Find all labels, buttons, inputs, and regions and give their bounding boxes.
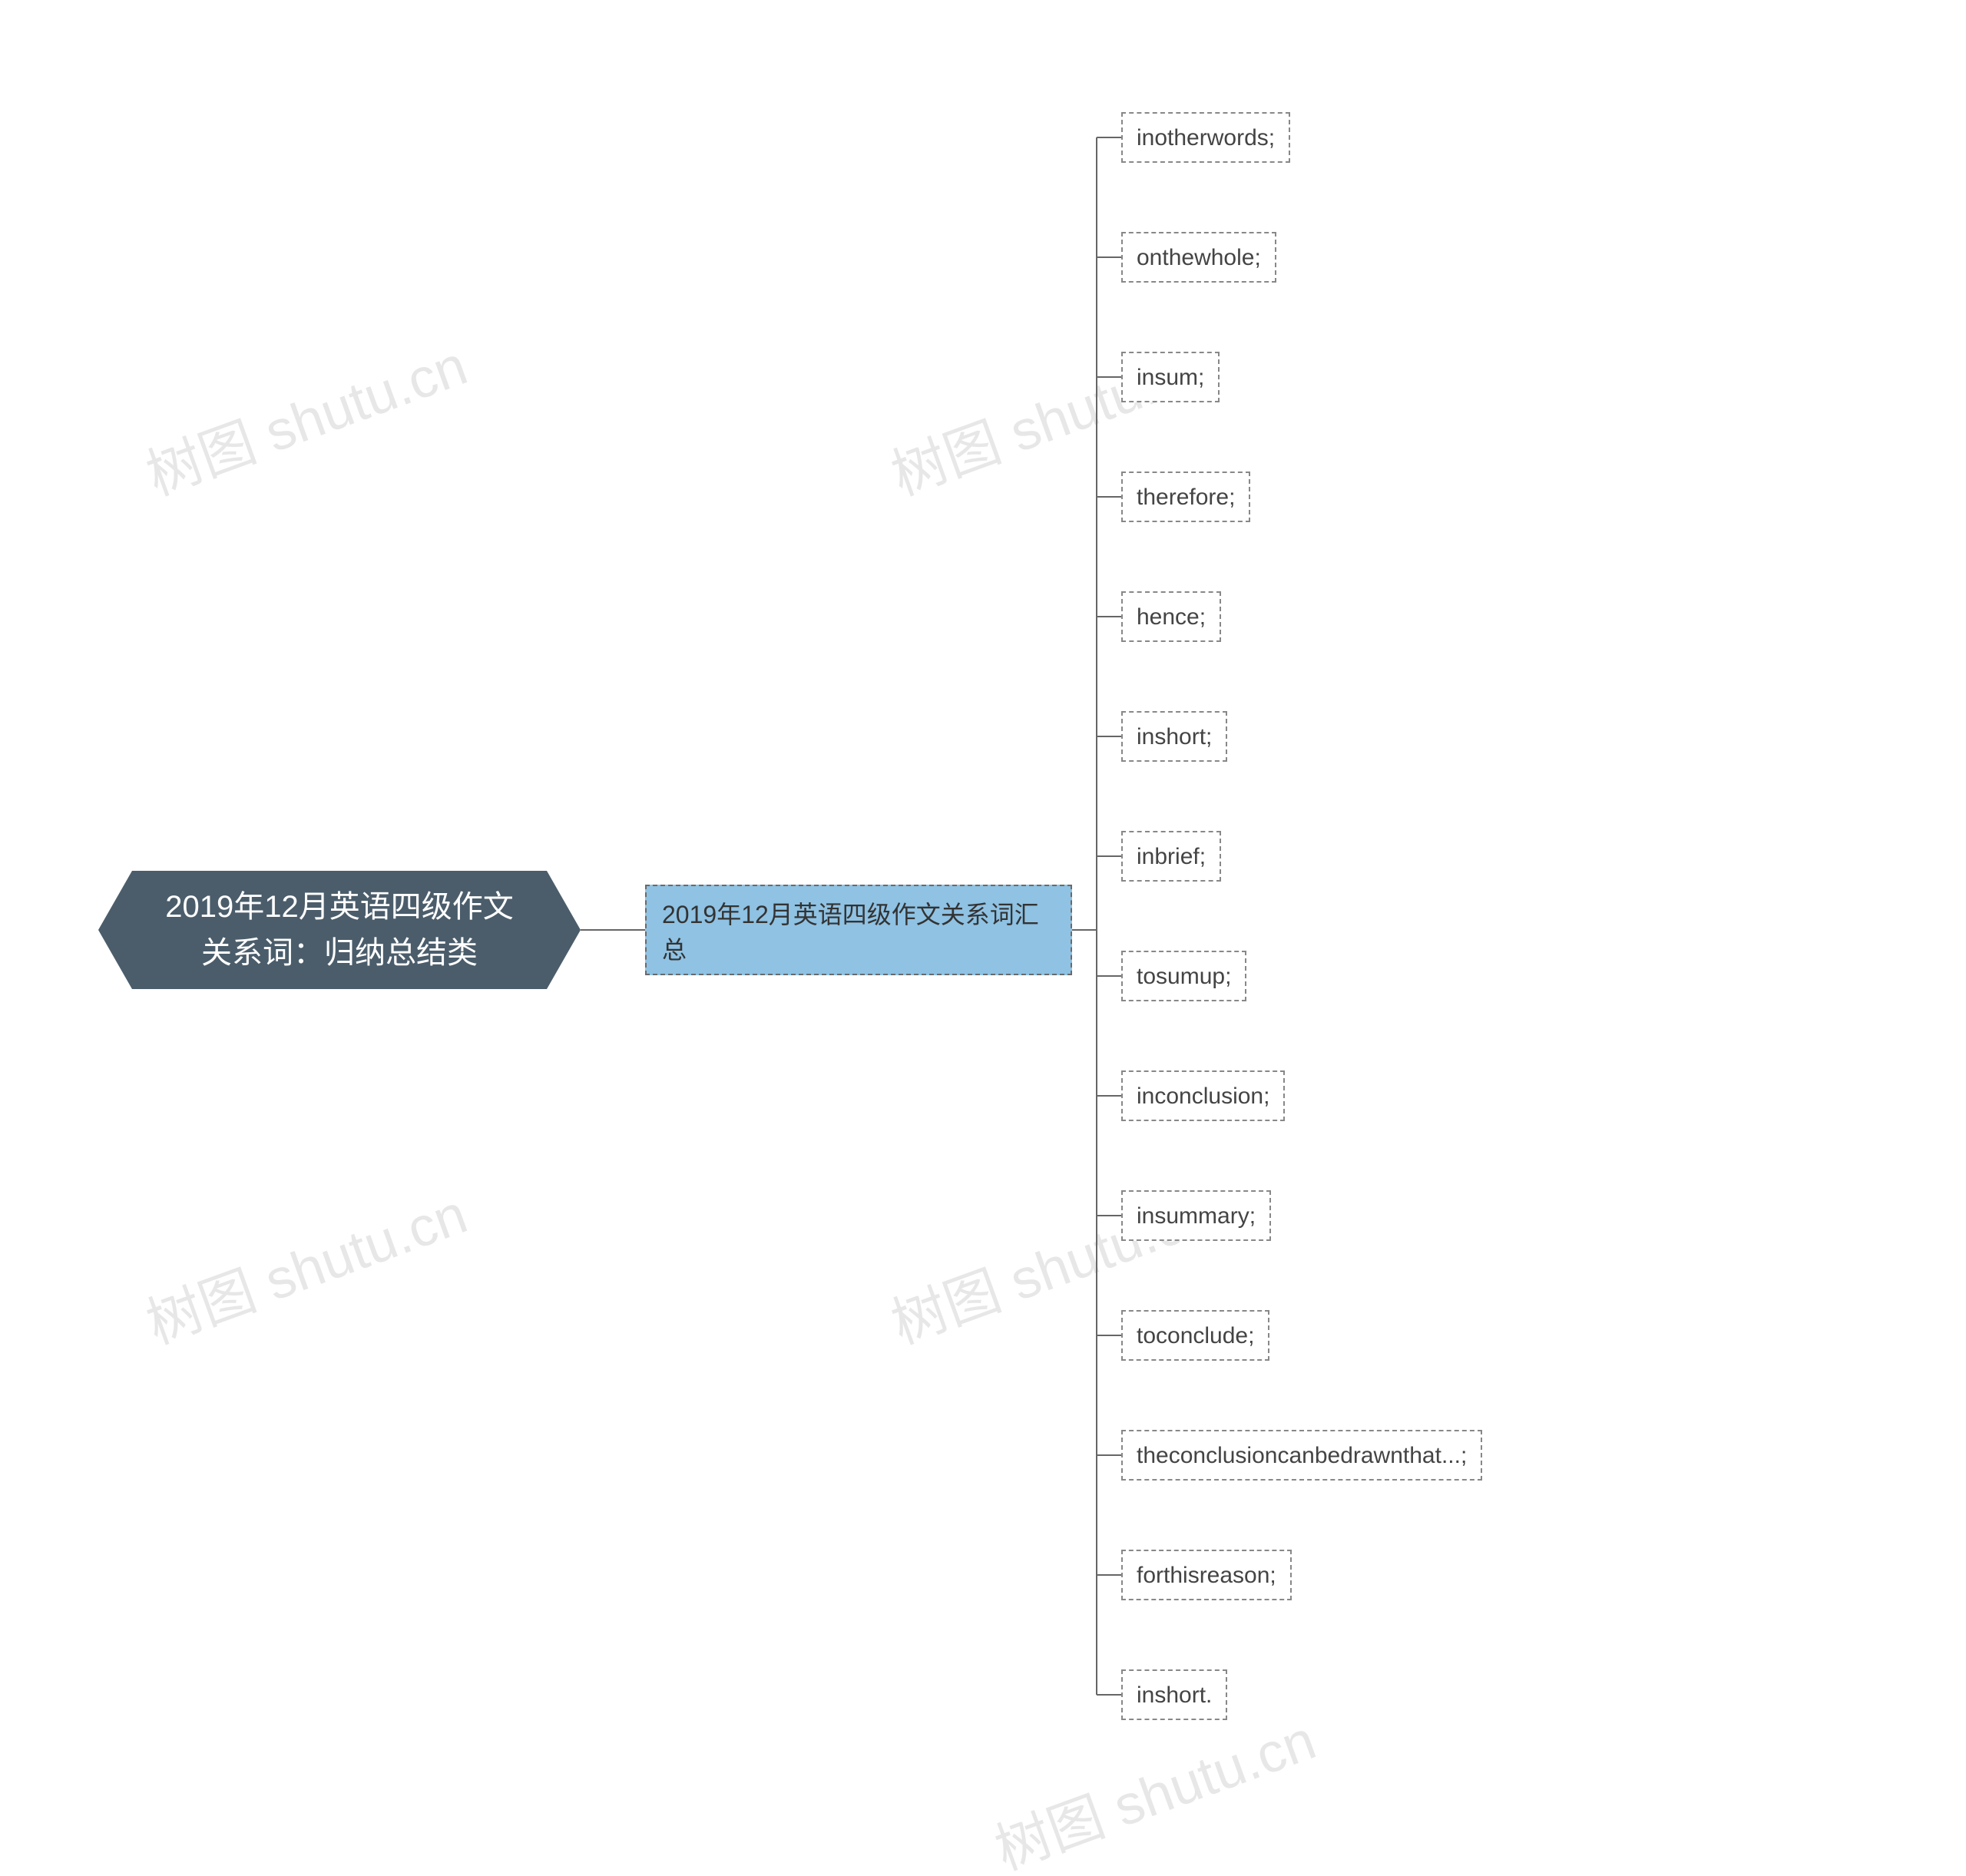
leaf-node-label: insummary;	[1137, 1203, 1256, 1229]
root-node[interactable]: 2019年12月英语四级作文关系词：归纳总结类	[98, 871, 581, 989]
watermark: 树图 shutu.cn	[982, 1695, 1325, 1876]
leaf-node[interactable]: inshort;	[1121, 711, 1227, 762]
mid-node-label: 2019年12月英语四级作文关系词汇总	[662, 897, 1055, 968]
leaf-node-label: insum;	[1137, 365, 1204, 390]
leaf-node-label: inshort;	[1137, 724, 1212, 749]
leaf-node[interactable]: toconclude;	[1121, 1310, 1269, 1361]
leaf-node-label: inshort.	[1137, 1682, 1212, 1708]
leaf-node-label: onthewhole;	[1137, 245, 1261, 270]
watermark: 树图 shutu.cn	[134, 1169, 476, 1359]
leaf-node[interactable]: insummary;	[1121, 1190, 1271, 1241]
leaf-node[interactable]: inshort.	[1121, 1669, 1227, 1720]
leaf-node-label: inotherwords;	[1137, 125, 1275, 151]
leaf-node-label: forthisreason;	[1137, 1563, 1276, 1588]
leaf-node[interactable]: inotherwords;	[1121, 112, 1290, 163]
leaf-node[interactable]: insum;	[1121, 352, 1220, 402]
leaf-node[interactable]: therefore;	[1121, 471, 1250, 522]
leaf-node[interactable]: tosumup;	[1121, 951, 1246, 1001]
leaf-node-label: toconclude;	[1137, 1323, 1254, 1348]
leaf-node-label: therefore;	[1137, 485, 1235, 510]
leaf-node[interactable]: theconclusioncanbedrawnthat...;	[1121, 1430, 1482, 1481]
mindmap-canvas: 树图 shutu.cn 树图 shutu.cn 树图 shutu.cn 树图 s…	[0, 0, 1966, 1876]
leaf-node-label: theconclusioncanbedrawnthat...;	[1137, 1443, 1467, 1468]
mid-node[interactable]: 2019年12月英语四级作文关系词汇总	[645, 885, 1072, 975]
leaf-node-label: inconclusion;	[1137, 1084, 1269, 1109]
leaf-node-label: inbrief;	[1137, 844, 1206, 869]
leaf-node-label: tosumup;	[1137, 964, 1231, 989]
leaf-node-label: hence;	[1137, 604, 1206, 630]
leaf-node[interactable]: inconclusion;	[1121, 1070, 1285, 1121]
leaf-node[interactable]: inbrief;	[1121, 831, 1221, 882]
root-node-label: 2019年12月英语四级作文关系词：归纳总结类	[165, 884, 513, 976]
leaf-node[interactable]: onthewhole;	[1121, 232, 1276, 283]
leaf-node[interactable]: forthisreason;	[1121, 1550, 1292, 1600]
leaf-node[interactable]: hence;	[1121, 591, 1221, 642]
watermark: 树图 shutu.cn	[134, 320, 476, 511]
